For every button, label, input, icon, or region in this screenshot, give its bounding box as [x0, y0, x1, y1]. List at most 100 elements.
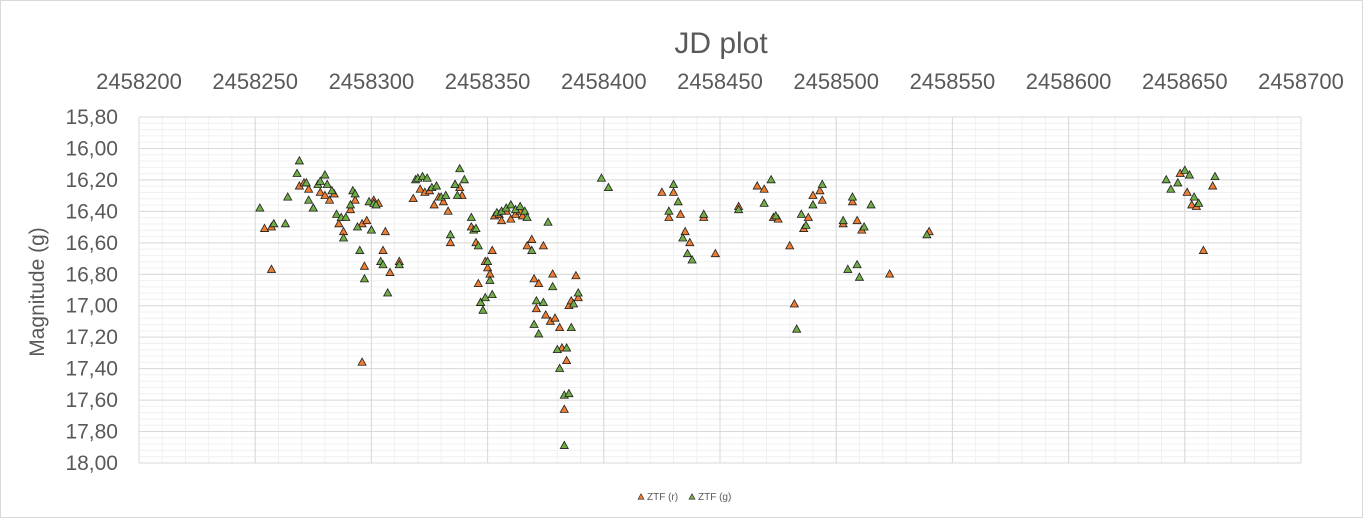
data-point — [487, 289, 497, 298]
data-point — [1161, 174, 1171, 184]
data-point — [1210, 171, 1220, 181]
data-point — [322, 179, 332, 188]
data-point — [1194, 198, 1204, 207]
data-point — [362, 215, 372, 225]
data-point — [359, 261, 370, 270]
data-point — [522, 212, 532, 221]
data-point — [766, 174, 776, 184]
data-point — [380, 226, 391, 236]
data-point — [559, 404, 569, 413]
data-point — [280, 218, 291, 228]
data-point — [255, 203, 265, 212]
data-point — [341, 212, 351, 221]
major-gridlines — [138, 116, 1302, 464]
data-point — [352, 221, 363, 231]
data-point — [327, 185, 337, 195]
data-point — [808, 190, 818, 199]
data-point — [573, 292, 583, 302]
y-tick-label: 16,00 — [65, 137, 118, 160]
data-point — [350, 195, 360, 204]
data-point — [445, 229, 456, 239]
data-point — [866, 199, 876, 209]
data-point — [364, 196, 374, 206]
x-tick-label: 2458200 — [96, 69, 182, 94]
x-tick-label: 2458600 — [1026, 69, 1112, 94]
data-point — [685, 237, 695, 247]
legend-label-ztf-r: ZTF (r) — [647, 492, 678, 503]
data-point — [334, 218, 344, 228]
y-tick-label: 17,60 — [65, 389, 118, 412]
data-point — [320, 170, 330, 179]
data-point — [534, 278, 544, 287]
data-point — [678, 232, 688, 242]
data-point — [668, 179, 679, 188]
data-point — [759, 184, 769, 193]
data-point — [1180, 165, 1190, 174]
data-point — [417, 171, 428, 181]
data-point — [792, 324, 802, 333]
data-point — [852, 215, 862, 225]
data-point — [382, 288, 393, 297]
data-point — [550, 313, 560, 322]
data-point — [303, 195, 314, 204]
data-point — [561, 355, 572, 365]
data-point — [1184, 170, 1195, 179]
chart-title: JD plot — [674, 27, 768, 60]
data-point — [541, 310, 551, 319]
x-tick-label: 2458350 — [445, 69, 531, 94]
data-point — [371, 199, 381, 209]
data-point — [345, 199, 356, 209]
y-tick-label: 17,80 — [65, 421, 118, 444]
x-tick-label: 2458700 — [1258, 69, 1344, 94]
y-tick-label: 17,40 — [65, 358, 118, 381]
data-point — [292, 168, 302, 177]
data-point — [759, 198, 769, 207]
y-axis-label: Magnitude (g) — [26, 227, 49, 357]
legend: ZTF (r) ZTF (g) — [637, 492, 731, 503]
data-point — [357, 357, 367, 366]
data-point — [482, 256, 493, 265]
data-point — [301, 177, 312, 187]
data-point — [378, 259, 388, 269]
data-point — [475, 297, 486, 306]
data-point — [480, 292, 490, 302]
x-tick-label: 2458250 — [212, 69, 298, 94]
data-point — [415, 184, 425, 193]
data-point — [473, 278, 483, 287]
series-ztf-g — [255, 155, 1220, 449]
data-point — [378, 245, 388, 254]
data-point — [808, 199, 818, 209]
data-point — [259, 223, 270, 232]
data-point — [473, 240, 483, 250]
data-point — [538, 297, 549, 306]
data-point — [520, 206, 530, 215]
data-point — [355, 245, 365, 254]
data-point — [664, 212, 674, 221]
y-tick-label: 16,40 — [65, 200, 118, 223]
data-point — [1189, 192, 1199, 201]
data-point — [466, 212, 477, 221]
legend-label-ztf-g: ZTF (g) — [698, 492, 731, 503]
y-tick-label: 18,00 — [65, 452, 118, 475]
data-point — [710, 248, 721, 258]
data-point — [796, 209, 807, 218]
data-point — [801, 220, 811, 229]
data-point — [506, 199, 516, 209]
data-point — [531, 295, 542, 305]
data-point — [345, 204, 356, 214]
data-point — [543, 217, 553, 226]
x-tick-label: 2458550 — [910, 69, 996, 94]
data-point — [847, 192, 858, 201]
data-point — [733, 204, 744, 214]
data-point — [1187, 199, 1197, 209]
y-tick-label: 17,00 — [65, 295, 118, 318]
data-point — [471, 223, 481, 232]
data-point — [547, 281, 558, 291]
data-point — [408, 193, 418, 203]
data-point — [359, 273, 370, 283]
data-point — [445, 237, 456, 247]
legend-item-ztf-r: ZTF (r) — [637, 492, 678, 503]
data-point — [843, 264, 853, 273]
